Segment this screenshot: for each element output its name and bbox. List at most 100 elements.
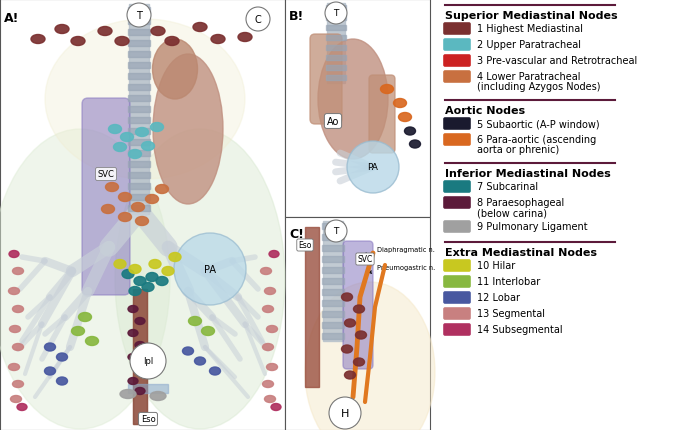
Ellipse shape bbox=[149, 260, 161, 269]
Text: 6 Para-aortic (ascending: 6 Para-aortic (ascending bbox=[477, 135, 596, 145]
Bar bbox=[305, 227, 319, 387]
Bar bbox=[326, 66, 346, 71]
FancyBboxPatch shape bbox=[82, 99, 130, 295]
FancyBboxPatch shape bbox=[443, 134, 471, 147]
Ellipse shape bbox=[150, 123, 164, 132]
Bar bbox=[322, 234, 344, 240]
Ellipse shape bbox=[56, 353, 67, 361]
FancyBboxPatch shape bbox=[343, 241, 373, 369]
Bar bbox=[326, 16, 346, 21]
Text: Eso: Eso bbox=[141, 415, 155, 424]
Text: (below carina): (below carina) bbox=[477, 208, 547, 218]
Ellipse shape bbox=[405, 128, 416, 136]
Text: C: C bbox=[255, 15, 261, 25]
Bar bbox=[128, 30, 150, 36]
Text: A!: A! bbox=[4, 12, 19, 25]
Bar bbox=[322, 311, 344, 317]
Bar bbox=[285, 0, 430, 218]
Ellipse shape bbox=[56, 377, 67, 385]
FancyBboxPatch shape bbox=[443, 323, 471, 336]
Bar bbox=[128, 52, 150, 58]
Ellipse shape bbox=[262, 344, 273, 351]
Ellipse shape bbox=[260, 268, 271, 275]
Ellipse shape bbox=[409, 141, 420, 149]
Bar bbox=[128, 19, 150, 25]
FancyBboxPatch shape bbox=[443, 197, 471, 209]
Ellipse shape bbox=[341, 293, 352, 301]
Text: SVC: SVC bbox=[357, 255, 372, 264]
Bar bbox=[326, 36, 346, 41]
Ellipse shape bbox=[131, 203, 144, 212]
Ellipse shape bbox=[128, 354, 138, 361]
Circle shape bbox=[174, 233, 246, 305]
Circle shape bbox=[347, 141, 399, 194]
FancyBboxPatch shape bbox=[443, 39, 471, 52]
Bar bbox=[322, 300, 344, 306]
Bar bbox=[326, 76, 346, 81]
Ellipse shape bbox=[271, 404, 281, 411]
Ellipse shape bbox=[146, 195, 159, 204]
Ellipse shape bbox=[8, 364, 19, 371]
Ellipse shape bbox=[8, 288, 19, 295]
Ellipse shape bbox=[264, 288, 275, 295]
Bar bbox=[285, 218, 430, 430]
Ellipse shape bbox=[120, 133, 133, 142]
Ellipse shape bbox=[394, 99, 407, 108]
Bar bbox=[128, 129, 150, 135]
Ellipse shape bbox=[267, 326, 278, 333]
Text: H: H bbox=[341, 408, 349, 418]
Text: 3 Pre-vascular and Retrotracheal: 3 Pre-vascular and Retrotracheal bbox=[477, 56, 638, 66]
Text: Superior Mediastinal Nodes: Superior Mediastinal Nodes bbox=[445, 11, 618, 21]
Ellipse shape bbox=[262, 381, 273, 387]
Bar bbox=[322, 224, 344, 230]
Bar bbox=[322, 256, 344, 262]
Text: T: T bbox=[333, 9, 339, 18]
FancyBboxPatch shape bbox=[443, 23, 471, 36]
Ellipse shape bbox=[194, 357, 205, 365]
Text: aorta or phrenic): aorta or phrenic) bbox=[477, 145, 559, 155]
FancyBboxPatch shape bbox=[369, 76, 395, 154]
Ellipse shape bbox=[344, 319, 355, 327]
Ellipse shape bbox=[155, 185, 168, 194]
Ellipse shape bbox=[305, 283, 435, 430]
Ellipse shape bbox=[109, 125, 122, 134]
Ellipse shape bbox=[12, 306, 23, 313]
Ellipse shape bbox=[128, 378, 138, 384]
Circle shape bbox=[325, 3, 347, 25]
Circle shape bbox=[246, 8, 270, 32]
FancyBboxPatch shape bbox=[443, 292, 471, 304]
Ellipse shape bbox=[156, 277, 168, 286]
Ellipse shape bbox=[12, 344, 23, 351]
Bar bbox=[128, 184, 150, 190]
Ellipse shape bbox=[129, 287, 141, 296]
FancyBboxPatch shape bbox=[443, 181, 471, 194]
Bar bbox=[128, 384, 168, 393]
Bar bbox=[128, 41, 150, 47]
Text: 1 Highest Mediastinal: 1 Highest Mediastinal bbox=[477, 25, 583, 34]
Bar bbox=[326, 6, 346, 11]
Ellipse shape bbox=[162, 267, 174, 276]
Text: Aortic Nodes: Aortic Nodes bbox=[445, 106, 525, 116]
Bar bbox=[128, 85, 150, 91]
Ellipse shape bbox=[318, 40, 388, 160]
Bar bbox=[129, 5, 149, 215]
Bar bbox=[128, 194, 150, 200]
Ellipse shape bbox=[0, 130, 170, 429]
Circle shape bbox=[127, 4, 151, 28]
Text: Ipl: Ipl bbox=[143, 356, 153, 366]
Bar bbox=[0, 0, 285, 430]
Ellipse shape bbox=[9, 251, 19, 258]
Ellipse shape bbox=[267, 364, 278, 371]
Ellipse shape bbox=[354, 358, 365, 366]
Bar bbox=[326, 26, 346, 31]
Text: T: T bbox=[333, 227, 339, 236]
Ellipse shape bbox=[128, 306, 138, 313]
Ellipse shape bbox=[264, 396, 275, 402]
Bar bbox=[327, 4, 345, 84]
Bar bbox=[128, 162, 150, 168]
Ellipse shape bbox=[201, 327, 214, 336]
Ellipse shape bbox=[355, 331, 366, 339]
Text: C!: C! bbox=[289, 227, 304, 240]
Ellipse shape bbox=[10, 326, 21, 333]
Ellipse shape bbox=[341, 345, 352, 353]
